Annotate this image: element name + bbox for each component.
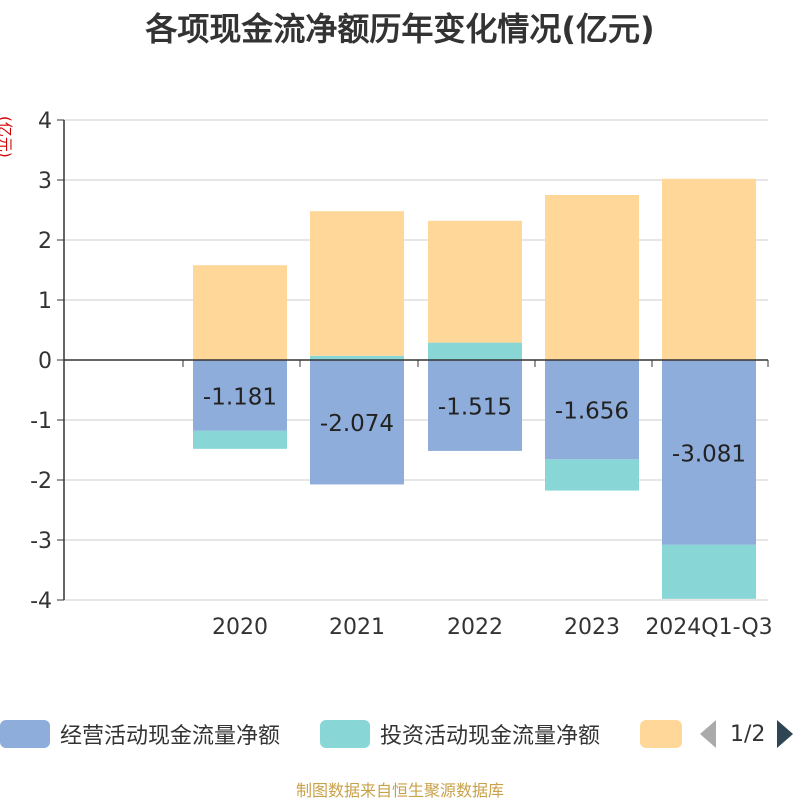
pager-next-icon[interactable] [777, 720, 794, 748]
legend-item-investing[interactable]: 投资活动现金流量净额 [320, 716, 600, 752]
y-tick-label: 4 [38, 109, 52, 134]
bar-investing[interactable] [310, 355, 404, 360]
data-label: -2.074 [320, 411, 394, 437]
y-tick-label: 1 [38, 289, 52, 314]
y-tick-label: -1 [30, 409, 52, 434]
y-tick-label: 0 [38, 349, 52, 374]
legend-label-investing: 投资活动现金流量净额 [380, 724, 601, 749]
pager-text: 1/2 [730, 721, 766, 747]
bar-operating[interactable] [310, 360, 404, 485]
legend-item-operating[interactable]: 经营活动现金流量净额 [0, 716, 280, 752]
y-tick-label: 3 [38, 169, 52, 194]
bar-financing[interactable] [662, 178, 756, 360]
y-tick-label: -2 [30, 469, 52, 494]
bar-operating[interactable] [662, 360, 756, 545]
y-tick-label: 2 [38, 229, 52, 254]
bar-investing[interactable] [545, 459, 639, 491]
bar-operating[interactable] [193, 360, 287, 431]
legend-swatch-operating [0, 720, 50, 748]
bar-financing[interactable] [428, 220, 522, 343]
x-tick-label: 2022 [447, 615, 503, 640]
legend-item-financing[interactable] [640, 716, 682, 752]
bar-financing[interactable] [545, 195, 639, 360]
legend-swatch-financing [640, 720, 682, 748]
y-tick-label: -3 [30, 529, 52, 554]
bar-operating[interactable] [545, 360, 639, 460]
pager-prev-icon[interactable] [700, 720, 716, 748]
data-label: -1.515 [438, 394, 512, 420]
bar-operating[interactable] [428, 360, 522, 451]
y-tick-label: -4 [30, 589, 52, 614]
legend-pager: 1/2 [700, 716, 794, 752]
chart-title: 各项现金流净额历年变化情况(亿元) [145, 10, 655, 48]
bar-investing[interactable] [193, 430, 287, 449]
data-label: -1.181 [203, 384, 277, 410]
bar-financing[interactable] [193, 265, 287, 360]
x-tick-label: 2021 [329, 615, 385, 640]
legend-label-operating: 经营活动现金流量净额 [60, 724, 281, 749]
x-tick-label: 2023 [564, 615, 620, 640]
legend: 经营活动现金流量净额 投资活动现金流量净额 [0, 716, 800, 752]
bar-investing[interactable] [428, 342, 522, 360]
x-tick-label: 2020 [212, 615, 268, 640]
legend-swatch-investing [320, 720, 370, 748]
data-label: -1.656 [555, 399, 629, 425]
bar-financing[interactable] [310, 211, 404, 356]
source-footer: 制图数据来自恒生聚源数据库 [295, 781, 504, 800]
bar-chart: -4 -3 -2 -1 0 1 2 3 4 -1.181 -2.074 -1.515 -1.656 -3.… [30, 109, 773, 640]
data-label: -3.081 [672, 441, 746, 467]
bar-investing[interactable] [662, 544, 756, 599]
x-tick-label: 2024Q1-Q3 [645, 615, 772, 640]
